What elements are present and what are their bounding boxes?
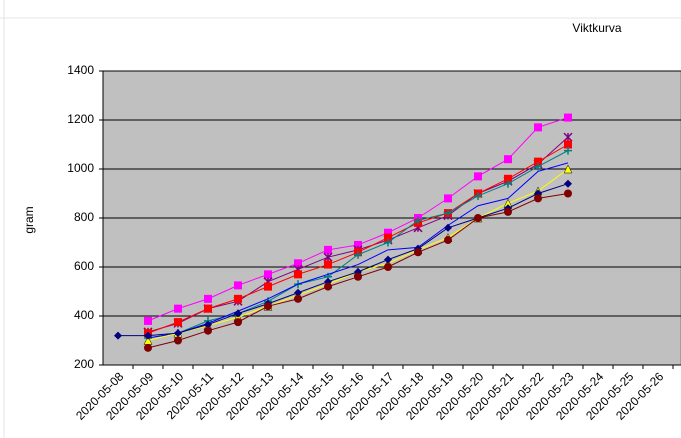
y-tick-label: 1400 <box>67 63 94 77</box>
y-tick-label: 1200 <box>67 112 94 126</box>
marker <box>414 248 422 257</box>
marker <box>564 189 572 198</box>
marker <box>384 233 392 242</box>
marker <box>564 140 572 149</box>
marker <box>534 123 542 132</box>
marker <box>204 294 212 303</box>
marker <box>504 155 512 164</box>
marker <box>354 250 362 259</box>
y-tick-label: 400 <box>74 308 94 322</box>
marker <box>234 281 242 290</box>
y-tick-label: 200 <box>74 357 94 371</box>
marker <box>564 179 572 188</box>
series-line <box>118 183 569 337</box>
chart-title: Viktkurva <box>572 21 621 35</box>
marker <box>174 318 182 327</box>
marker <box>414 216 422 225</box>
marker <box>144 331 152 340</box>
marker <box>204 326 212 335</box>
marker <box>144 343 152 352</box>
marker <box>444 194 452 203</box>
marker <box>384 238 392 247</box>
marker <box>444 209 452 218</box>
marker <box>534 157 542 166</box>
marker <box>354 240 362 249</box>
y-tick-label: 600 <box>74 259 94 273</box>
marker <box>534 194 542 203</box>
marker <box>474 172 482 181</box>
marker <box>324 260 332 269</box>
marker <box>174 329 182 338</box>
marker <box>264 282 272 291</box>
y-tick-label: 1000 <box>67 161 94 175</box>
marker <box>324 282 332 291</box>
series-line <box>147 162 569 339</box>
series <box>147 162 569 339</box>
marker <box>294 288 302 297</box>
marker <box>174 336 182 345</box>
marker <box>294 270 302 279</box>
marker <box>294 259 302 268</box>
marker <box>354 272 362 281</box>
marker <box>504 207 512 216</box>
marker <box>504 174 512 183</box>
marker <box>323 252 333 262</box>
marker <box>384 263 392 271</box>
marker <box>234 318 242 327</box>
marker <box>563 132 573 142</box>
marker <box>563 164 573 174</box>
marker <box>264 270 272 279</box>
marker <box>204 304 212 313</box>
marker <box>444 236 452 245</box>
marker <box>174 304 182 313</box>
marker <box>234 294 242 303</box>
series <box>114 179 572 340</box>
y-axis-label: gram <box>22 206 36 233</box>
marker <box>564 113 572 122</box>
marker <box>504 179 512 188</box>
marker <box>474 214 482 222</box>
marker <box>234 309 242 318</box>
marker <box>534 162 542 171</box>
marker <box>474 191 482 200</box>
marker <box>324 245 332 254</box>
marker <box>384 255 392 264</box>
marker <box>144 316 152 325</box>
marker <box>204 320 212 329</box>
marker <box>564 146 572 155</box>
marker <box>264 302 272 311</box>
marker <box>294 294 302 303</box>
marker <box>384 228 392 237</box>
marker <box>444 223 452 232</box>
y-tick-label: 800 <box>74 210 94 224</box>
marker <box>114 331 122 340</box>
series <box>144 189 572 352</box>
